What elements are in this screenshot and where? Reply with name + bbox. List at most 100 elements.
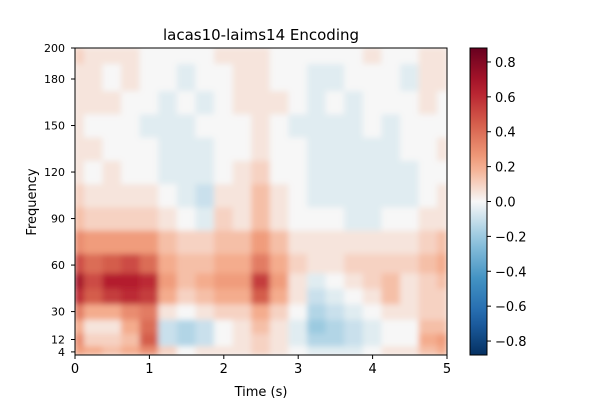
heatmap-cell bbox=[437, 345, 447, 355]
heatmap-cell bbox=[195, 345, 215, 355]
heatmap-cell bbox=[344, 63, 364, 92]
heatmap-cell bbox=[307, 206, 327, 231]
heatmap-cell bbox=[214, 332, 234, 347]
heatmap-cell bbox=[307, 345, 327, 355]
heatmap-cell bbox=[307, 332, 327, 347]
heatmap-cell bbox=[251, 90, 271, 115]
heatmap-cell bbox=[307, 303, 327, 320]
heatmap-cell bbox=[325, 159, 346, 185]
heatmap-cell bbox=[288, 229, 308, 254]
heatmap-cell bbox=[75, 90, 85, 115]
heatmap-cell bbox=[176, 183, 197, 208]
colorbar-tick-label: 0.0 bbox=[495, 196, 516, 211]
heatmap-cell bbox=[232, 318, 253, 334]
heatmap-cell bbox=[288, 183, 308, 208]
heatmap-cell bbox=[437, 252, 447, 274]
heatmap-cell bbox=[362, 287, 383, 305]
heatmap-cell bbox=[288, 48, 308, 65]
heatmap-cell bbox=[418, 332, 439, 347]
heatmap-cell bbox=[381, 183, 401, 208]
heatmap-cell bbox=[75, 318, 85, 334]
heatmap-cell bbox=[251, 345, 271, 355]
heatmap-cell bbox=[195, 252, 215, 274]
heatmap-cell bbox=[102, 287, 122, 305]
heatmap-cell bbox=[83, 136, 104, 161]
heatmap-cell bbox=[362, 90, 383, 115]
heatmap-cell bbox=[102, 183, 122, 208]
heatmap-cell bbox=[381, 229, 401, 254]
heatmap-cell bbox=[381, 303, 401, 320]
heatmap-cell bbox=[325, 252, 346, 274]
colorbar-tick-label: −0.6 bbox=[495, 300, 527, 315]
heatmap-cell bbox=[437, 136, 447, 161]
heatmap-cell bbox=[269, 303, 290, 320]
heatmap-cell bbox=[344, 318, 364, 334]
y-tick-label: 12 bbox=[51, 333, 65, 346]
heatmap-cell bbox=[232, 332, 253, 347]
heatmap-cell bbox=[195, 229, 215, 254]
heatmap-cell bbox=[269, 229, 290, 254]
heatmap-cell bbox=[121, 63, 141, 92]
heatmap-cell bbox=[251, 252, 271, 274]
heatmap-cell bbox=[362, 318, 383, 334]
heatmap-cell bbox=[269, 272, 290, 289]
heatmap-cell bbox=[232, 113, 253, 138]
heatmap-cell bbox=[400, 113, 420, 138]
heatmap-cell bbox=[214, 183, 234, 208]
heatmap-cell bbox=[251, 183, 271, 208]
heatmap-cell bbox=[288, 63, 308, 92]
heatmap-cell bbox=[195, 287, 215, 305]
heatmap-cell bbox=[158, 113, 178, 138]
heatmap-cell bbox=[325, 229, 346, 254]
heatmap-cell bbox=[195, 206, 215, 231]
x-tick-label: 2 bbox=[220, 362, 228, 377]
heatmap-cell bbox=[344, 90, 364, 115]
heatmap-cell bbox=[437, 113, 447, 138]
heatmap-cell bbox=[158, 136, 178, 161]
heatmap-cell bbox=[139, 332, 160, 347]
heatmap-cell bbox=[83, 303, 104, 320]
x-axis-label: Time (s) bbox=[234, 385, 288, 400]
heatmap-cell bbox=[418, 318, 439, 334]
heatmap-cell bbox=[344, 229, 364, 254]
heatmap-cell bbox=[83, 63, 104, 92]
heatmap-cell bbox=[251, 272, 271, 289]
heatmap-cell bbox=[158, 183, 178, 208]
heatmap-cell bbox=[121, 206, 141, 231]
heatmap-cell bbox=[214, 303, 234, 320]
y-tick-label: 90 bbox=[51, 213, 65, 226]
colorbar-tick-label: 0.6 bbox=[495, 91, 516, 106]
heatmap-cell bbox=[362, 229, 383, 254]
heatmap-cell bbox=[83, 90, 104, 115]
heatmap-cell bbox=[176, 332, 197, 347]
heatmap-cell bbox=[139, 272, 160, 289]
heatmap-cell bbox=[102, 48, 122, 65]
heatmap-cell bbox=[418, 303, 439, 320]
heatmap-cell bbox=[158, 318, 178, 334]
heatmap-cell bbox=[362, 272, 383, 289]
x-axis-ticks: 0 1 2 3 4 5 bbox=[71, 355, 451, 377]
heatmap-cell bbox=[102, 113, 122, 138]
heatmap-cell bbox=[400, 159, 420, 185]
colorbar-tick-label: −0.4 bbox=[495, 265, 527, 280]
heatmap-cell bbox=[362, 252, 383, 274]
heatmap-cell bbox=[83, 48, 104, 65]
heatmap-cell bbox=[102, 303, 122, 320]
heatmap-cell bbox=[139, 48, 160, 65]
heatmap-cell bbox=[214, 113, 234, 138]
heatmap-cell bbox=[344, 252, 364, 274]
heatmap-cell bbox=[251, 48, 271, 65]
heatmap-cell bbox=[269, 63, 290, 92]
heatmap-cell bbox=[344, 183, 364, 208]
heatmap-cell bbox=[75, 303, 85, 320]
heatmap-cell bbox=[121, 136, 141, 161]
heatmap-cell bbox=[102, 229, 122, 254]
heatmap-cell bbox=[214, 272, 234, 289]
heatmap-cell bbox=[251, 332, 271, 347]
y-tick-label: 150 bbox=[44, 120, 65, 133]
x-tick-label: 3 bbox=[294, 362, 302, 377]
heatmap-cell bbox=[195, 90, 215, 115]
heatmap-cell bbox=[83, 345, 104, 355]
heatmap-cell bbox=[362, 332, 383, 347]
heatmap-cell bbox=[344, 48, 364, 65]
